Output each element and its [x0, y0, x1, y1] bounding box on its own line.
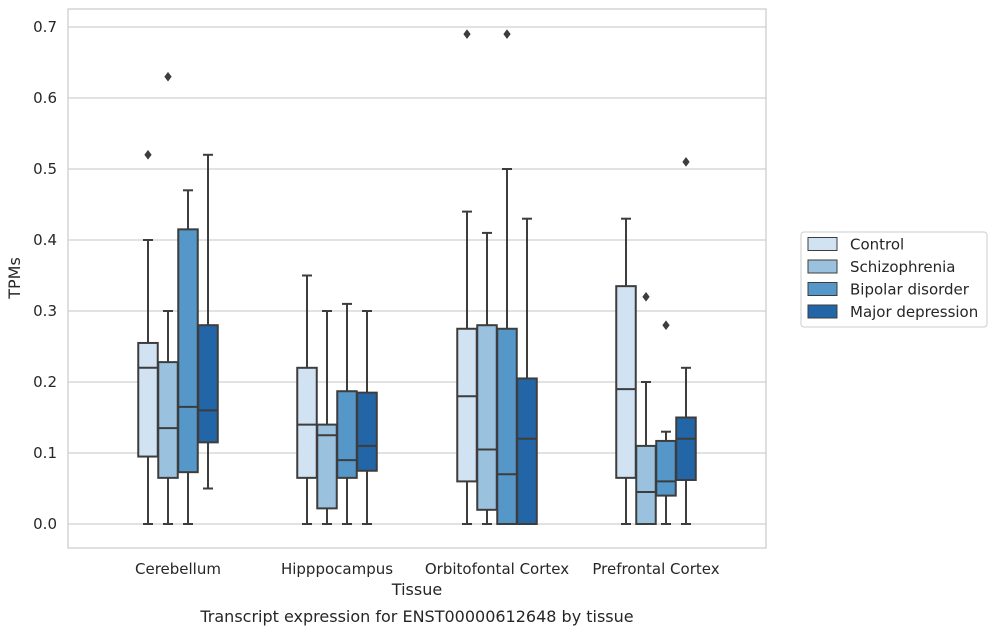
- y-tick-label: 0.1: [33, 444, 57, 462]
- x-axis-label: Tissue: [391, 580, 442, 599]
- box-body: [476, 324, 498, 511]
- y-tick-label: 0.6: [33, 89, 57, 107]
- box-body: [356, 391, 378, 472]
- box-group: [456, 29, 478, 525]
- box-body: [675, 416, 697, 481]
- box-body: [456, 327, 478, 483]
- box-body: [177, 228, 199, 474]
- box-body: [197, 324, 219, 444]
- box-body: [336, 390, 358, 479]
- chart-caption: Transcript expression for ENST0000061264…: [199, 607, 633, 626]
- box-body: [137, 341, 159, 458]
- outlier-point: [164, 71, 172, 82]
- box-group: [635, 291, 657, 525]
- box-group: [316, 310, 338, 525]
- outlier-point: [463, 29, 471, 40]
- box-group: [356, 310, 378, 525]
- outlier-point: [682, 156, 690, 167]
- box-group: [655, 320, 677, 525]
- outlier-point: [642, 291, 650, 302]
- y-tick-label: 0.7: [33, 18, 57, 36]
- box-group: [157, 71, 179, 525]
- legend: Control Schizophrenia Bipolar disorder Majo…: [800, 231, 988, 328]
- box-body: [496, 327, 518, 525]
- x-tick-label: Orbitofontal Cortex: [425, 560, 569, 578]
- y-tick-label: 0.2: [33, 373, 57, 391]
- box-body: [157, 361, 179, 479]
- outlier-point: [144, 149, 152, 160]
- box-group: [516, 217, 538, 526]
- box-group: [197, 153, 219, 490]
- outlier-point: [662, 320, 670, 331]
- x-tick-label: Hipppocampus: [281, 560, 393, 578]
- legend-frame: [800, 231, 988, 328]
- y-axis-label: TPMs: [5, 257, 24, 300]
- box-group: [496, 29, 518, 525]
- legend-swatch: [807, 259, 838, 274]
- box-body: [655, 439, 677, 497]
- box-group: [476, 231, 498, 525]
- outlier-point: [503, 29, 511, 40]
- y-tick-label: 0.3: [33, 302, 57, 320]
- x-tick-label: Cerebellum: [135, 560, 221, 578]
- box-group: [615, 217, 637, 525]
- box-body: [296, 366, 318, 479]
- box-group: [296, 274, 318, 525]
- y-tick-label: 0.5: [33, 160, 57, 178]
- legend-swatch: [807, 282, 838, 296]
- y-tick-label: 0.4: [33, 231, 57, 249]
- plot-area-frame: [67, 8, 767, 549]
- legend-label: Schizophrenia: [850, 258, 955, 276]
- legend-swatch: [807, 237, 838, 251]
- legend-label: Major depression: [850, 303, 978, 321]
- box-body: [516, 377, 538, 526]
- box-group: [177, 189, 199, 525]
- legend-swatch: [807, 304, 838, 319]
- box-body: [615, 285, 637, 479]
- box-body: [635, 444, 657, 525]
- box-group: [675, 156, 697, 525]
- y-tick-labels: 0.0 0.1 0.2 0.3 0.4 0.5 0.6 0.7: [33, 18, 57, 533]
- y-tick-label: 0.0: [33, 515, 57, 533]
- box-layer: [137, 29, 697, 526]
- box-group: [137, 149, 159, 525]
- box-body: [316, 423, 338, 510]
- x-tick-labels: Cerebellum Hipppocampus Orbitofontal Corte…: [135, 560, 720, 578]
- legend-label: Bipolar disorder: [850, 281, 970, 299]
- legend-label: Control: [850, 236, 904, 254]
- legend-items: Control Schizophrenia Bipolar disorder Majo…: [807, 236, 978, 321]
- box-group: [336, 302, 358, 525]
- x-tick-label: Prefrontal Cortex: [592, 560, 719, 578]
